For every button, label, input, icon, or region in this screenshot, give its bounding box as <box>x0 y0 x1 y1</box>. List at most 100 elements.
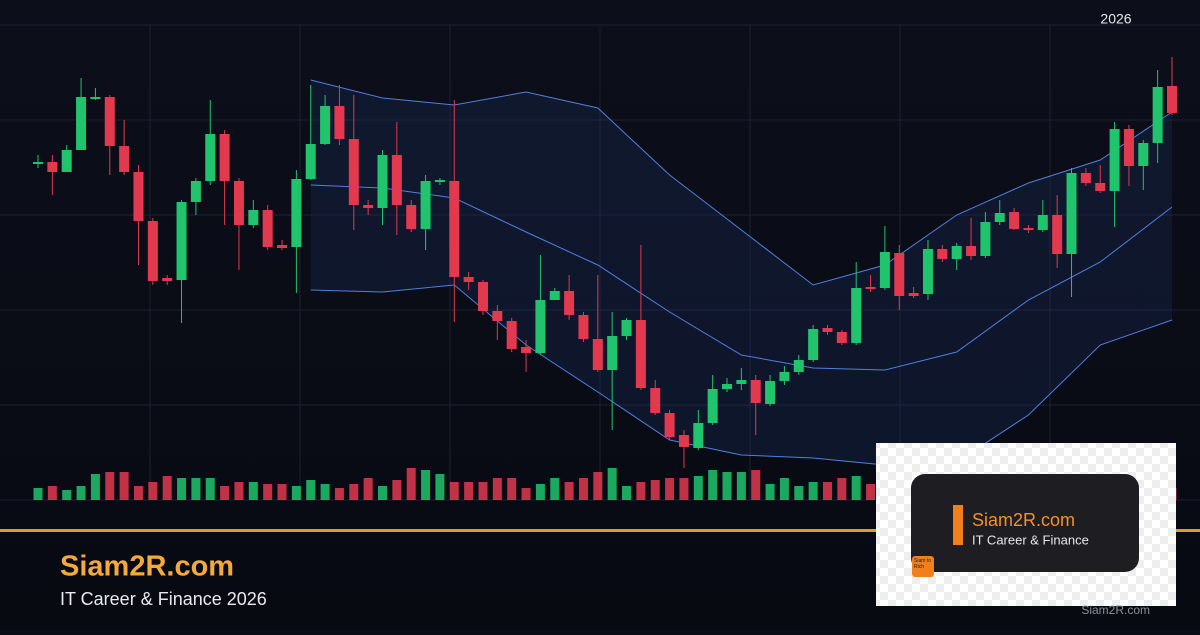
candle-body <box>1080 173 1091 183</box>
candle-body <box>104 97 115 146</box>
candle-body <box>1037 215 1048 230</box>
volume-bar <box>90 474 100 500</box>
volume-bar <box>291 486 301 500</box>
candle-body <box>736 380 747 384</box>
badge-logo-box: Siam to Rich <box>914 558 931 570</box>
candle-body <box>521 347 532 353</box>
volume-bar <box>320 484 330 500</box>
volume-bar <box>736 472 746 500</box>
candle-body <box>1023 228 1034 230</box>
candle-body <box>1152 87 1163 143</box>
candle-body <box>980 222 991 256</box>
candle-body <box>621 320 632 336</box>
candle-body <box>449 181 460 277</box>
volume-bar <box>693 476 703 500</box>
candle-body <box>664 413 675 437</box>
volume-bar <box>47 486 57 500</box>
candle-body <box>1138 143 1149 166</box>
badge: Siam2R.com IT Career & Finance Siam to R… <box>876 443 1176 606</box>
volume-bar <box>277 484 287 500</box>
volume-bar <box>866 484 876 500</box>
candle-body <box>722 384 733 389</box>
candle-body <box>966 246 977 256</box>
volume-bar <box>306 480 316 500</box>
candle-body <box>836 332 847 343</box>
volume-bar <box>449 482 459 500</box>
candle-body <box>506 321 517 349</box>
candle-body <box>76 97 87 150</box>
volume-bar <box>535 484 545 500</box>
candle-body <box>277 245 288 248</box>
candle-body <box>90 97 101 99</box>
candle-body <box>363 205 374 208</box>
candle-body <box>320 106 331 144</box>
volume-bar <box>349 484 359 500</box>
badge-accent <box>953 505 963 545</box>
candle-body <box>908 293 919 296</box>
candle-body <box>922 249 933 294</box>
badge-logo <box>912 556 934 577</box>
volume-bar <box>679 478 689 500</box>
candle-body <box>678 435 689 447</box>
candle-body <box>133 172 144 221</box>
candle-body <box>937 249 948 259</box>
candle-body <box>420 181 431 229</box>
volume-bar <box>636 482 646 500</box>
volume-bar <box>421 470 431 500</box>
candle-body <box>33 162 43 164</box>
volume-bar <box>406 468 416 500</box>
volume-bar <box>708 470 718 500</box>
divider <box>0 529 1200 532</box>
candle-body <box>951 246 962 259</box>
candle-body <box>1095 183 1106 191</box>
volume-bar <box>248 482 258 500</box>
candle-body <box>707 389 718 423</box>
candle-body <box>765 381 776 404</box>
year-label: 2026 <box>1100 11 1131 27</box>
candle-body <box>564 291 575 315</box>
volume-bar <box>234 482 244 500</box>
candle-body <box>793 360 804 372</box>
volume-bar <box>751 470 761 500</box>
candle-body <box>779 372 790 381</box>
volume-bar <box>521 488 531 500</box>
candle-body <box>162 278 173 281</box>
volume-bar <box>133 486 143 500</box>
volume-bar <box>148 482 158 500</box>
candle-body <box>47 162 58 172</box>
candle-body <box>176 202 187 280</box>
volume-bar <box>464 482 474 500</box>
candle-body <box>492 311 503 321</box>
volume-bar <box>220 486 230 500</box>
candle-body <box>391 155 402 205</box>
candle-body <box>434 180 445 182</box>
volume-bar <box>665 478 675 500</box>
candle-body <box>607 336 618 370</box>
candle-body <box>291 179 302 247</box>
candle-body <box>994 213 1005 222</box>
band-area <box>310 80 1172 465</box>
volume-bar <box>478 482 488 500</box>
candle-body <box>233 181 244 225</box>
candle-body <box>119 146 130 172</box>
candle-body <box>305 144 316 179</box>
candle-body <box>190 181 201 202</box>
volume-bar <box>378 486 388 500</box>
volume-bar <box>119 472 129 500</box>
volume-bar <box>334 488 344 500</box>
candle-body <box>879 252 890 288</box>
volume-bar <box>492 478 502 500</box>
candle-body <box>262 210 273 247</box>
volume-bar <box>622 486 632 500</box>
volume-bar <box>593 472 603 500</box>
badge-logo-text: Siam to Rich <box>914 558 931 570</box>
candle-body <box>650 388 661 413</box>
candle-body <box>549 291 560 300</box>
candle-body <box>348 139 359 205</box>
volume-bar <box>33 488 43 500</box>
candle-body <box>693 423 704 448</box>
candle-body <box>61 150 72 172</box>
candle-body <box>808 329 819 360</box>
